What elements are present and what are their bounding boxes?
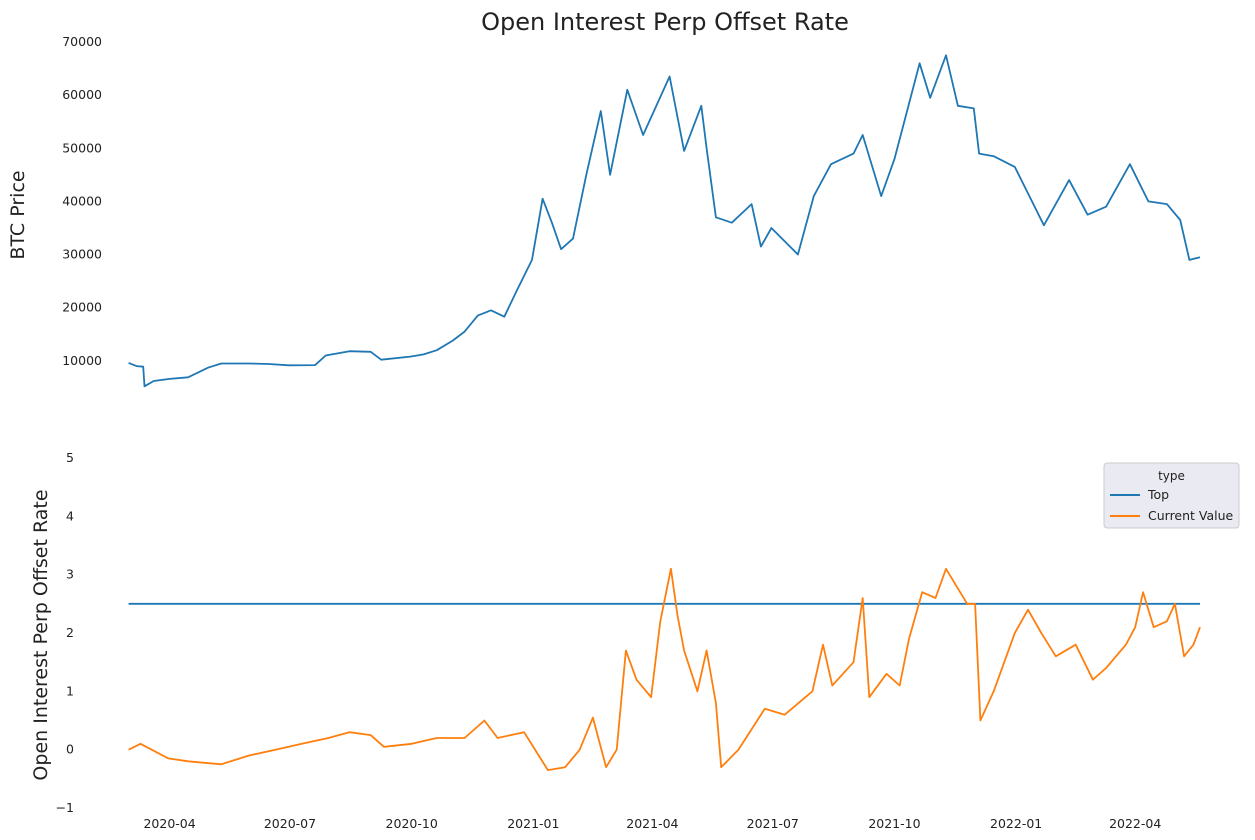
bottom-y-axis-label: Open Interest Perp Offset Rate [30,489,52,780]
legend-label-top: Top [1147,487,1169,502]
bottom-x-ticks: 2020-04 2020-07 2020-10 2021-01 2021-04 2021-… [143,816,1161,831]
legend-box [1103,462,1240,529]
bottom-chart-plot [128,567,1201,771]
bottom-x-tick-label: 2021-01 [507,816,559,831]
bottom-y-tick-label: −1 [56,800,74,815]
bottom-y-ticks: −1 0 1 2 3 4 5 [56,450,74,815]
bottom-x-tick-label: 2021-04 [626,816,678,831]
legend-label-current-value: Current Value [1148,508,1234,523]
bottom-x-tick-label: 2022-01 [990,816,1042,831]
bottom-y-tick-label: 4 [66,508,74,523]
top-y-tick-label: 40000 [62,193,102,208]
bottom-x-tick-label: 2020-10 [386,816,438,831]
top-y-axis-label: BTC Price [7,170,29,259]
legend: type Top Current Value [1103,462,1240,529]
top-y-tick-label: 20000 [62,300,102,315]
bottom-y-tick-label: 2 [66,625,74,640]
bottom-x-tick-label: 2021-10 [868,816,920,831]
bottom-y-tick-label: 0 [66,742,74,757]
top-y-tick-label: 50000 [62,140,102,155]
top-y-tick-label: 10000 [62,353,102,368]
bottom-x-tick-label: 2021-07 [747,816,799,831]
top-series-line-0 [128,54,1201,388]
top-y-ticks: 10000 20000 30000 40000 50000 60000 70000 [62,34,102,368]
top-y-tick-label: 70000 [62,34,102,49]
bottom-x-tick-label: 2020-07 [264,816,316,831]
bottom-y-tick-label: 5 [66,450,74,465]
top-chart-plot [128,54,1201,388]
bottom-x-tick-label: 2020-04 [143,816,195,831]
series-line-current-value [128,567,1201,771]
bottom-y-tick-label: 3 [66,567,74,582]
bottom-y-tick-label: 1 [66,683,74,698]
bottom-x-tick-label: 2022-04 [1109,816,1161,831]
top-y-tick-label: 60000 [62,87,102,102]
top-y-tick-label: 30000 [62,247,102,262]
chart-title: Open Interest Perp Offset Rate [481,8,849,36]
legend-title: type [1158,469,1185,483]
